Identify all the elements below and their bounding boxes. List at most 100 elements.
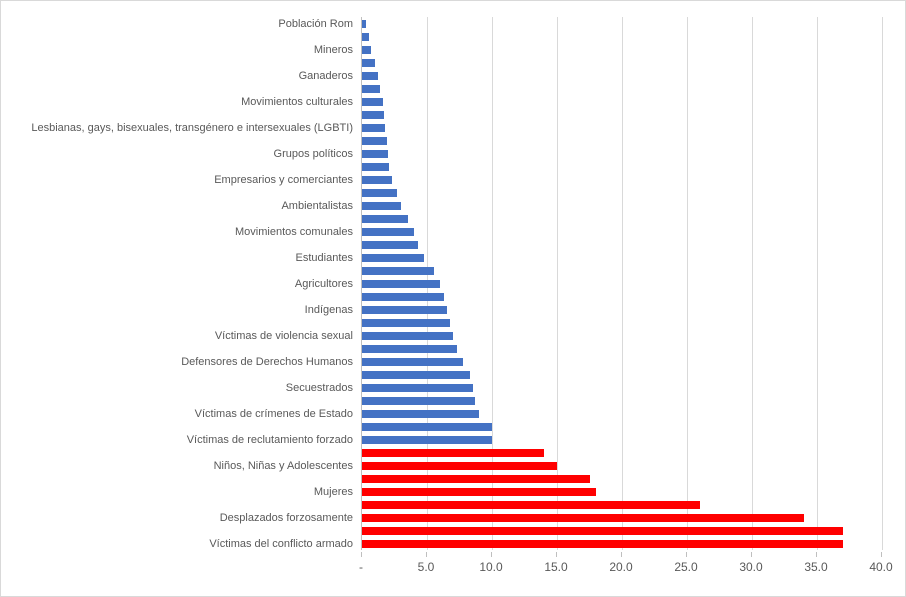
category-label: Defensores de Derechos Humanos	[5, 355, 353, 369]
x-tick-label: 15.0	[544, 560, 567, 574]
bar	[362, 436, 492, 444]
category-label: Secuestrados	[5, 381, 353, 395]
x-axis: -5.010.015.020.025.030.035.040.0	[361, 552, 881, 592]
x-tick	[686, 552, 687, 557]
bar	[362, 241, 418, 249]
bar	[362, 306, 447, 314]
bar	[362, 150, 388, 158]
category-label: Víctimas de crímenes de Estado	[5, 407, 353, 421]
bar	[362, 488, 596, 496]
bar-row	[362, 459, 882, 472]
category-label: Población Rom	[5, 17, 353, 31]
bar-row	[362, 498, 882, 511]
x-tick	[621, 552, 622, 557]
bar-row	[362, 17, 882, 30]
x-tick-label: 40.0	[869, 560, 892, 574]
bar	[362, 358, 463, 366]
x-tick-label: 35.0	[804, 560, 827, 574]
bar	[362, 20, 366, 28]
category-label: Víctimas de violencia sexual	[5, 329, 353, 343]
category-label: Ganaderos	[5, 69, 353, 83]
bar-row	[362, 95, 882, 108]
category-label: Desplazados forzosamente	[5, 511, 353, 525]
bar-row	[362, 173, 882, 186]
bar-row	[362, 511, 882, 524]
category-label: Indígenas	[5, 303, 353, 317]
bar-row	[362, 147, 882, 160]
x-tick-label: 5.0	[418, 560, 435, 574]
category-label: Ambientalistas	[5, 199, 353, 213]
bar-row	[362, 121, 882, 134]
x-tick	[881, 552, 882, 557]
bar	[362, 163, 389, 171]
category-label: Víctimas del conflicto armado	[5, 537, 353, 551]
x-tick-label: 20.0	[609, 560, 632, 574]
bar-row	[362, 537, 882, 550]
x-tick-label: 25.0	[674, 560, 697, 574]
bar	[362, 501, 700, 509]
bar-row	[362, 43, 882, 56]
bar	[362, 137, 387, 145]
bar	[362, 176, 392, 184]
bar	[362, 202, 401, 210]
bar-row	[362, 329, 882, 342]
category-label: Mineros	[5, 43, 353, 57]
bar	[362, 33, 369, 41]
bar	[362, 449, 544, 457]
bar-row	[362, 251, 882, 264]
bar	[362, 46, 371, 54]
category-label: Grupos políticos	[5, 147, 353, 161]
bar-row	[362, 134, 882, 147]
bar-row	[362, 433, 882, 446]
bar-row	[362, 69, 882, 82]
category-label: Movimientos culturales	[5, 95, 353, 109]
bar-row	[362, 82, 882, 95]
bar	[362, 397, 475, 405]
x-tick	[751, 552, 752, 557]
x-tick-label: -	[359, 560, 363, 574]
category-label: Niños, Niñas y Adolescentes	[5, 459, 353, 473]
category-label: Víctimas de reclutamiento forzado	[5, 433, 353, 447]
bar-row	[362, 186, 882, 199]
bar	[362, 345, 457, 353]
bar	[362, 410, 479, 418]
x-tick-label: 30.0	[739, 560, 762, 574]
bar	[362, 293, 444, 301]
bar	[362, 540, 843, 548]
bar	[362, 85, 380, 93]
bar	[362, 98, 383, 106]
x-tick	[361, 552, 362, 557]
bar-row	[362, 56, 882, 69]
bar	[362, 280, 440, 288]
bar-row	[362, 368, 882, 381]
category-label: Lesbianas, gays, bisexuales, transgénero…	[5, 121, 353, 135]
bar-row	[362, 472, 882, 485]
bar	[362, 462, 557, 470]
gridline	[882, 17, 883, 550]
bar-row	[362, 342, 882, 355]
bar-row	[362, 381, 882, 394]
x-tick	[426, 552, 427, 557]
bar	[362, 332, 453, 340]
bar-row	[362, 394, 882, 407]
bar-row	[362, 316, 882, 329]
bar	[362, 254, 424, 262]
bar-row	[362, 290, 882, 303]
chart-frame: Población Rom Mineros Ganaderos Movimientos…	[0, 0, 906, 597]
category-label: Movimientos comunales	[5, 225, 353, 239]
x-tick	[491, 552, 492, 557]
bar-row	[362, 238, 882, 251]
bar-row	[362, 524, 882, 537]
bar	[362, 124, 385, 132]
plot-area	[361, 17, 882, 550]
bar-row	[362, 108, 882, 121]
bar-row	[362, 355, 882, 368]
bar	[362, 228, 414, 236]
bar-row	[362, 485, 882, 498]
category-label: Agricultores	[5, 277, 353, 291]
bar	[362, 527, 843, 535]
bar-row	[362, 277, 882, 290]
bar-row	[362, 199, 882, 212]
bar	[362, 514, 804, 522]
category-label: Empresarios y comerciantes	[5, 173, 353, 187]
